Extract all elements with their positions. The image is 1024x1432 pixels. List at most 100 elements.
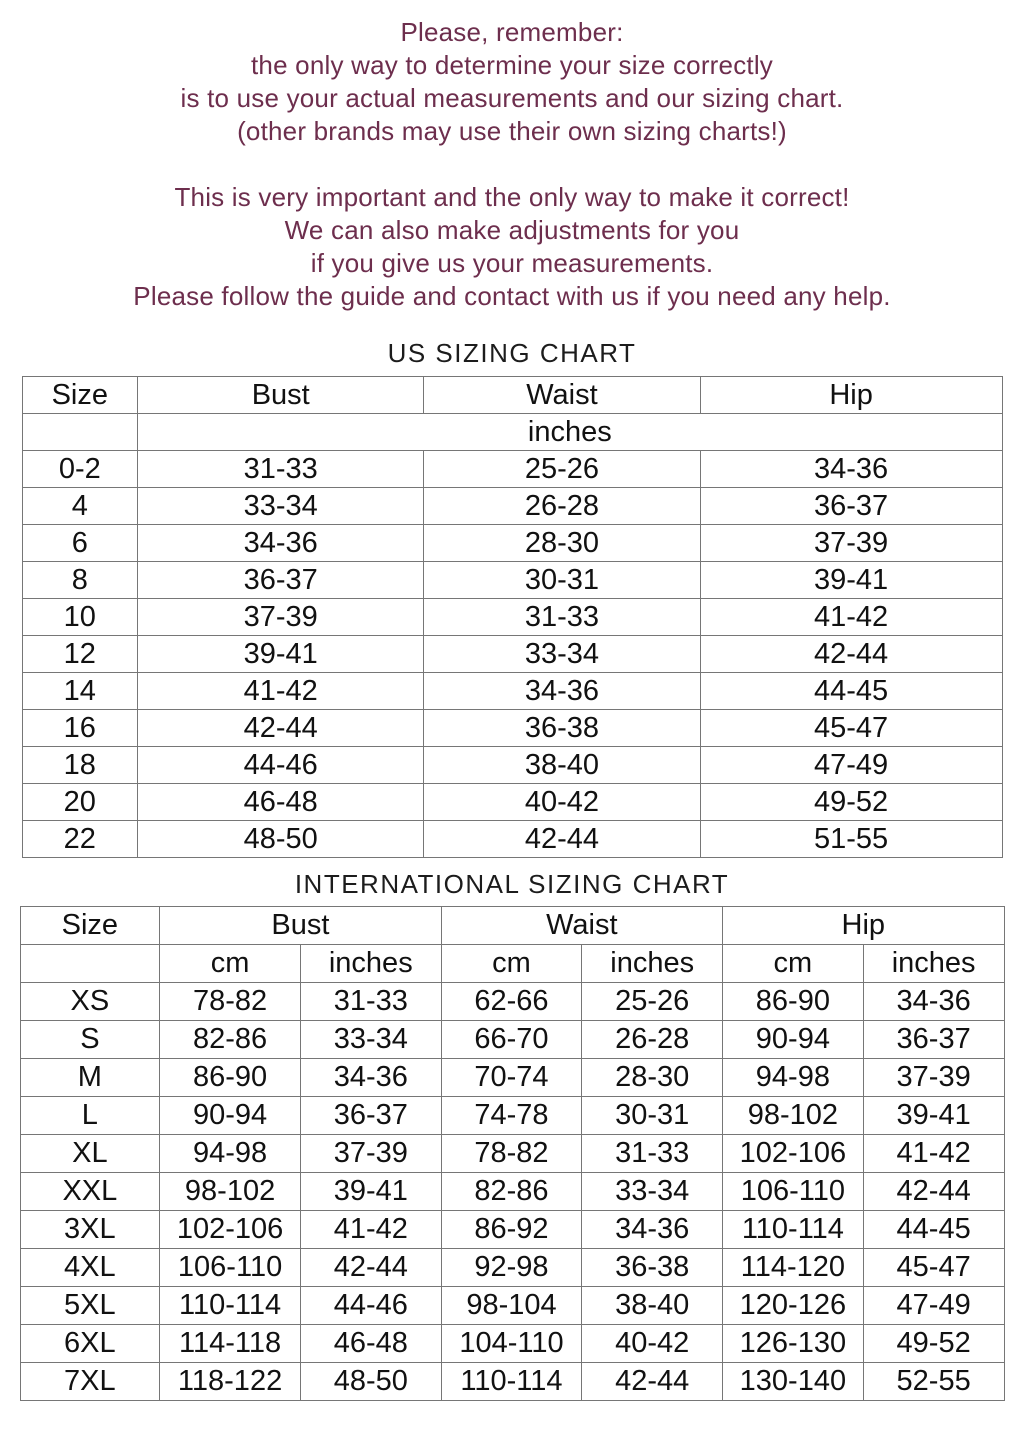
measurement-cell: 39-41 bbox=[699, 561, 1003, 599]
us-sizing-table: Size Bust Waist Hip inches 0-2 31-33 25-26… bbox=[21, 376, 1003, 858]
measurement-cell: 49-52 bbox=[699, 783, 1003, 821]
measurement-cell: 39-41 bbox=[299, 1172, 442, 1211]
unit-label-cell: inches bbox=[862, 944, 1005, 983]
column-header-hip: Hip bbox=[722, 906, 1005, 945]
measurement-cell: 31-33 bbox=[137, 450, 425, 488]
measurement-cell: 34-36 bbox=[423, 672, 701, 710]
measurement-cell: 41-42 bbox=[699, 598, 1003, 636]
intro-line: Please, remember: bbox=[400, 17, 624, 47]
measurement-cell: 110-114 bbox=[722, 1210, 864, 1249]
measurement-cell: 48-50 bbox=[299, 1362, 442, 1401]
unit-empty-cell bbox=[21, 413, 139, 451]
measurement-cell: 37-39 bbox=[699, 524, 1003, 562]
measurement-cell: 26-28 bbox=[581, 1020, 724, 1059]
measurement-cell: 42-44 bbox=[137, 709, 425, 747]
size-cell: 22 bbox=[21, 820, 139, 858]
table-row: M 86-90 34-36 70-74 28-30 94-98 37-39 bbox=[19, 1058, 1005, 1097]
measurement-cell: 94-98 bbox=[159, 1134, 301, 1173]
measurement-cell: 33-34 bbox=[299, 1020, 442, 1059]
size-cell: 8 bbox=[21, 561, 139, 599]
size-cell: 16 bbox=[21, 709, 139, 747]
measurement-cell: 62-66 bbox=[440, 982, 583, 1021]
measurement-cell: 47-49 bbox=[699, 746, 1003, 784]
unit-label-cell: inches bbox=[299, 944, 442, 983]
table-row: 6XL 114-118 46-48 104-110 40-42 126-130 49-52 bbox=[19, 1324, 1005, 1363]
measurement-cell: 42-44 bbox=[299, 1248, 442, 1287]
table-row: 14 41-42 34-36 44-45 bbox=[21, 672, 1003, 710]
paragraph-gap bbox=[0, 148, 1024, 181]
measurement-cell: 118-122 bbox=[159, 1362, 301, 1401]
table-row: 4 33-34 26-28 36-37 bbox=[21, 487, 1003, 525]
measurement-cell: 34-36 bbox=[137, 524, 425, 562]
unit-label-cell: cm bbox=[159, 944, 301, 983]
measurement-cell: 102-106 bbox=[159, 1210, 301, 1249]
size-cell: 10 bbox=[21, 598, 139, 636]
measurement-cell: 120-126 bbox=[722, 1286, 864, 1325]
size-cell: 5XL bbox=[19, 1286, 161, 1325]
measurement-cell: 40-42 bbox=[423, 783, 701, 821]
measurement-cell: 106-110 bbox=[722, 1172, 864, 1211]
us-chart-title: US SIZING CHART bbox=[387, 338, 637, 368]
measurement-cell: 102-106 bbox=[722, 1134, 864, 1173]
measurement-cell: 74-78 bbox=[440, 1096, 583, 1135]
measurement-cell: 39-41 bbox=[137, 635, 425, 673]
table-row: 4XL 106-110 42-44 92-98 36-38 114-120 45-47 bbox=[19, 1248, 1005, 1287]
measurement-cell: 98-102 bbox=[722, 1096, 864, 1135]
measurement-cell: 70-74 bbox=[440, 1058, 583, 1097]
intro-line: Please follow the guide and contact with… bbox=[133, 281, 891, 311]
intro-line: the only way to determine your size corr… bbox=[251, 50, 773, 80]
size-cell: M bbox=[19, 1058, 161, 1097]
measurement-cell: 37-39 bbox=[862, 1058, 1005, 1097]
size-cell: 3XL bbox=[19, 1210, 161, 1249]
table-row: S 82-86 33-34 66-70 26-28 90-94 36-37 bbox=[19, 1020, 1005, 1059]
measurement-cell: 82-86 bbox=[159, 1020, 301, 1059]
measurement-cell: 25-26 bbox=[581, 982, 724, 1021]
measurement-cell: 46-48 bbox=[137, 783, 425, 821]
measurement-cell: 44-46 bbox=[137, 746, 425, 784]
table-row: XXL 98-102 39-41 82-86 33-34 106-110 42-44 bbox=[19, 1172, 1005, 1211]
measurement-cell: 31-33 bbox=[423, 598, 701, 636]
size-cell: XS bbox=[19, 982, 161, 1021]
measurement-cell: 25-26 bbox=[423, 450, 701, 488]
size-cell: 4 bbox=[21, 487, 139, 525]
intro-line: if you give us your measurements. bbox=[310, 248, 714, 278]
measurement-cell: 90-94 bbox=[159, 1096, 301, 1135]
size-cell: 12 bbox=[21, 635, 139, 673]
measurement-cell: 130-140 bbox=[722, 1362, 864, 1401]
size-cell: 7XL bbox=[19, 1362, 161, 1401]
measurement-cell: 36-38 bbox=[423, 709, 701, 747]
international-chart-title: INTERNATIONAL SIZING CHART bbox=[294, 869, 730, 899]
size-cell: 6XL bbox=[19, 1324, 161, 1363]
size-cell: 0-2 bbox=[21, 450, 139, 488]
measurement-cell: 39-41 bbox=[862, 1096, 1005, 1135]
unit-label-cell: cm bbox=[440, 944, 583, 983]
measurement-cell: 86-90 bbox=[722, 982, 864, 1021]
size-cell: 6 bbox=[21, 524, 139, 562]
size-cell: 4XL bbox=[19, 1248, 161, 1287]
measurement-cell: 34-36 bbox=[699, 450, 1003, 488]
table-row: XL 94-98 37-39 78-82 31-33 102-106 41-42 bbox=[19, 1134, 1005, 1173]
unit-label-cell: cm bbox=[722, 944, 864, 983]
table-row: 16 42-44 36-38 45-47 bbox=[21, 709, 1003, 747]
measurement-cell: 66-70 bbox=[440, 1020, 583, 1059]
measurement-cell: 104-110 bbox=[440, 1324, 583, 1363]
measurement-cell: 36-38 bbox=[581, 1248, 724, 1287]
measurement-cell: 42-44 bbox=[423, 820, 701, 858]
measurement-cell: 86-90 bbox=[159, 1058, 301, 1097]
measurement-cell: 92-98 bbox=[440, 1248, 583, 1287]
table-row: 10 37-39 31-33 41-42 bbox=[21, 598, 1003, 636]
international-table-body: XS 78-82 31-33 62-66 25-26 86-90 34-36 S 82-86 33… bbox=[19, 982, 1005, 1401]
table-row: 0-2 31-33 25-26 34-36 bbox=[21, 450, 1003, 488]
measurement-cell: 38-40 bbox=[581, 1286, 724, 1325]
table-row: 12 39-41 33-34 42-44 bbox=[21, 635, 1003, 673]
measurement-cell: 46-48 bbox=[299, 1324, 442, 1363]
unit-row: cm inches cm inches cm inches bbox=[19, 944, 1005, 983]
size-cell: XXL bbox=[19, 1172, 161, 1211]
measurement-cell: 31-33 bbox=[581, 1134, 724, 1173]
unit-label-cell: inches bbox=[137, 413, 1003, 451]
measurement-cell: 44-45 bbox=[862, 1210, 1005, 1249]
column-header-waist: Waist bbox=[423, 376, 701, 414]
measurement-cell: 34-36 bbox=[581, 1210, 724, 1249]
measurement-cell: 28-30 bbox=[423, 524, 701, 562]
table-row: 5XL 110-114 44-46 98-104 38-40 120-126 47-49 bbox=[19, 1286, 1005, 1325]
